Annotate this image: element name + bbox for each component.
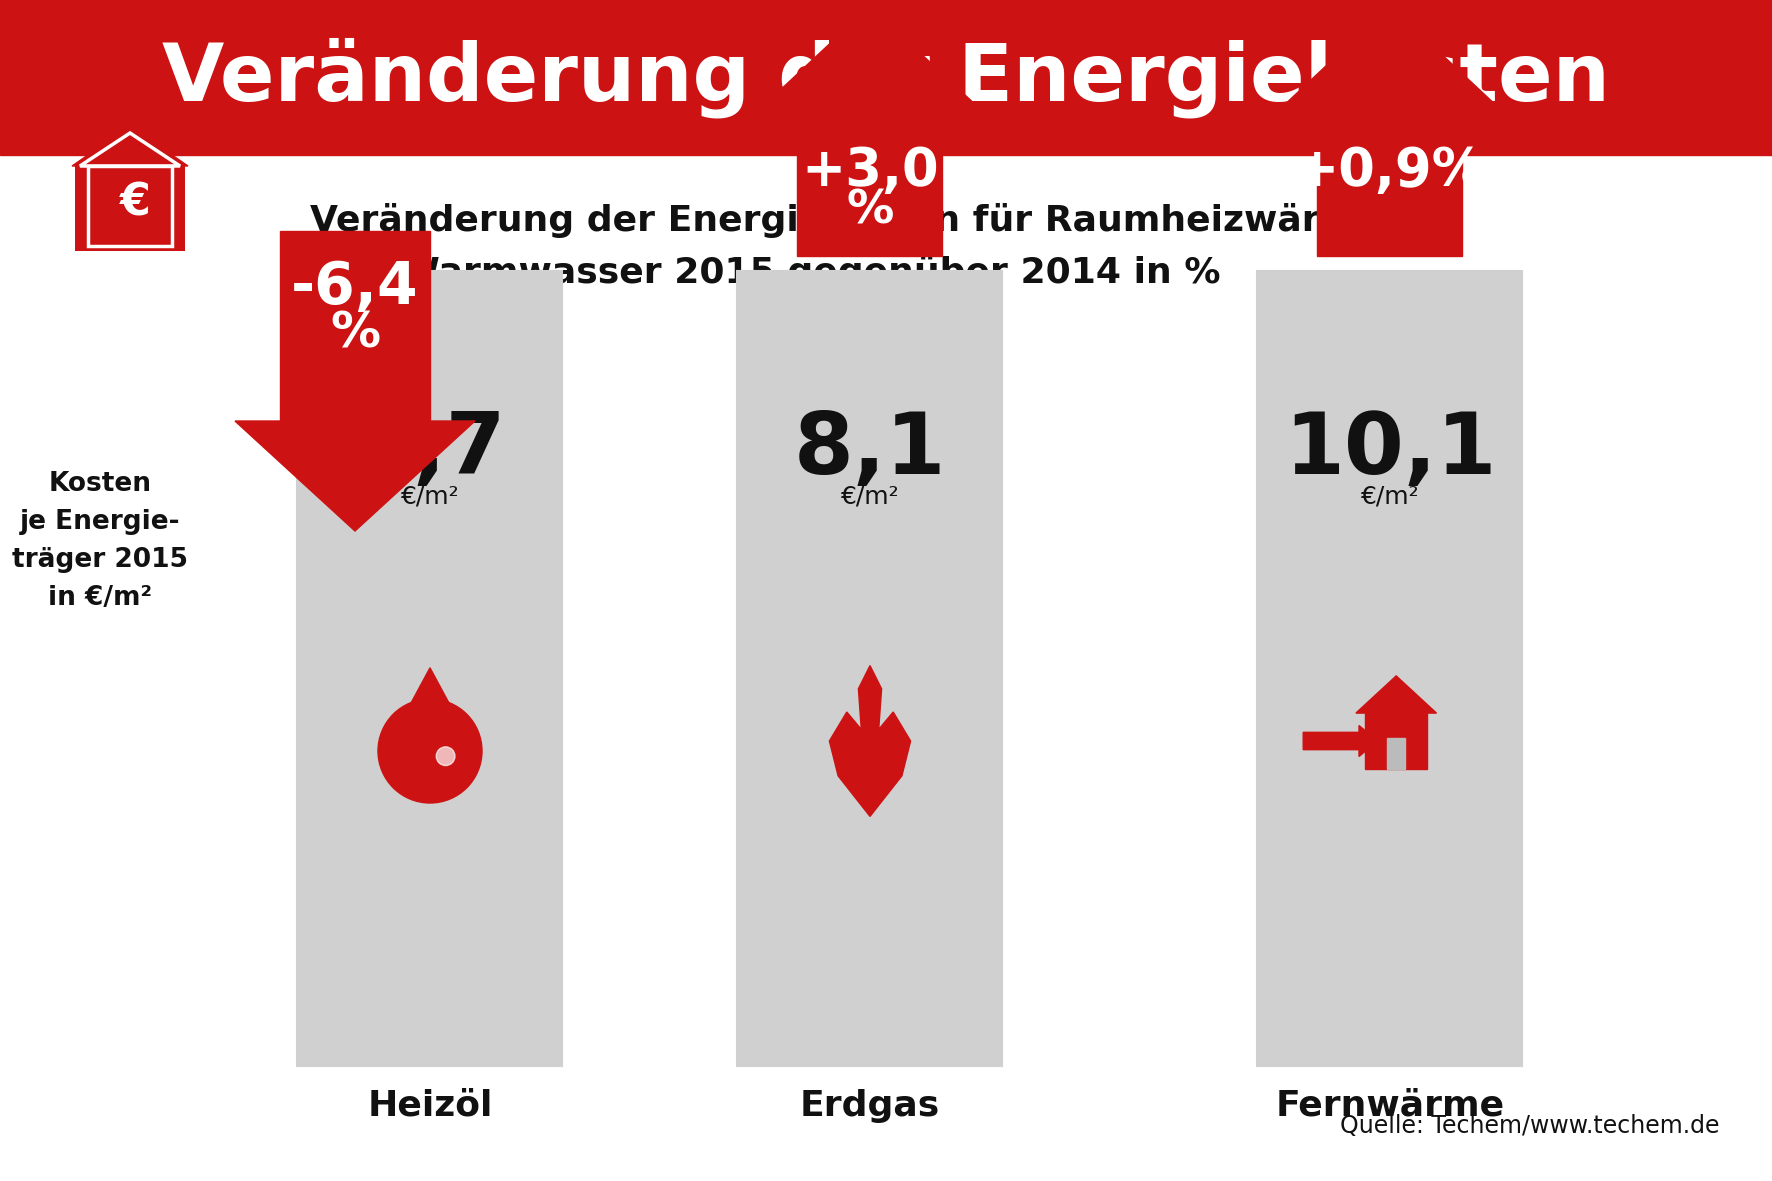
Polygon shape [73,126,188,167]
Polygon shape [236,420,475,531]
Text: -6,4: -6,4 [291,260,418,317]
Text: Veränderung der Energiekosten: Veränderung der Energiekosten [161,38,1611,118]
Text: Kosten
je Energie-
träger 2015
in €/m²: Kosten je Energie- träger 2015 in €/m² [12,471,188,611]
FancyArrow shape [1302,725,1377,757]
Bar [797,116,943,256]
Text: €: € [119,182,151,224]
Bar [1387,738,1405,769]
Bar [737,270,1003,1066]
Polygon shape [829,666,911,816]
Polygon shape [1356,676,1437,713]
Text: und Warmwasser 2015 gegenüber 2014 in %: und Warmwasser 2015 gegenüber 2014 in % [310,255,1221,291]
Text: 8,1: 8,1 [794,410,946,492]
Bar [67,174,177,259]
Text: Fernwärme: Fernwärme [1276,1089,1504,1123]
Bar [280,231,431,420]
Bar [1318,116,1462,256]
Text: €/m²: €/m² [400,484,459,508]
Text: %: % [847,189,893,234]
Bar [74,167,184,252]
Bar [74,167,184,252]
Text: Erdgas: Erdgas [799,1089,941,1123]
Text: 10,1: 10,1 [1283,410,1496,492]
Text: Veränderung der Energiekosten für Raumheizwärme: Veränderung der Energiekosten für Raumhe… [310,203,1382,239]
Text: 9,7: 9,7 [354,410,507,492]
Polygon shape [1272,6,1508,116]
Polygon shape [753,6,987,116]
Bar [298,270,562,1066]
Bar [71,170,181,255]
Text: Heizöl: Heizöl [367,1089,493,1123]
Text: €/m²: €/m² [840,484,900,508]
Bar [1258,270,1522,1066]
Bar [1364,713,1426,769]
Text: €/m²: €/m² [1361,484,1419,508]
Circle shape [377,699,482,803]
Polygon shape [393,667,466,736]
Text: Quelle: Techem/www.techem.de: Quelle: Techem/www.techem.de [1340,1114,1721,1138]
Bar [89,167,172,246]
Circle shape [436,746,455,765]
Text: +0,9%: +0,9% [1295,145,1485,197]
Bar [0,0,1772,155]
Text: %: % [330,309,379,358]
Text: +3,0: +3,0 [801,145,939,197]
